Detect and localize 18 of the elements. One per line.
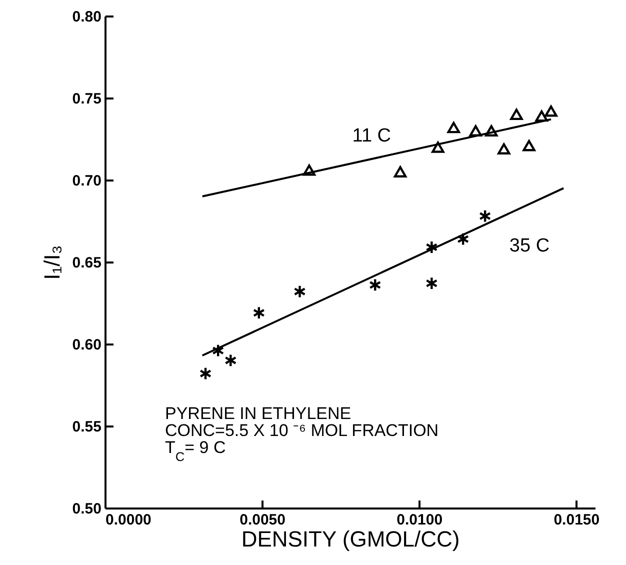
y-tick-label: 0.55 xyxy=(72,418,102,436)
y-tick-label: 0.65 xyxy=(72,254,102,272)
annotation: PYRENE IN ETHYLENE xyxy=(165,404,352,423)
annotation: CONC=5.5 X 10 ⁻⁶ MOL FRACTION xyxy=(165,421,439,440)
x-tick-label: 0.0150 xyxy=(554,512,600,528)
y-axis-title: I₁/I₃ xyxy=(39,245,64,280)
x-axis-title: DENSITY (GMOL/CC) xyxy=(241,526,460,552)
y-tick-label: 0.70 xyxy=(72,172,102,190)
x-tick-label: 0.0000 xyxy=(106,512,152,528)
annotation: T$_{C}$= 9 C xyxy=(165,438,226,464)
series-label: 11 C xyxy=(352,125,392,146)
x-tick-label: 0.0100 xyxy=(396,512,443,528)
series-label: 35 C xyxy=(509,235,550,256)
y-tick-label: 0.60 xyxy=(72,336,102,354)
y-tick-label: 0.50 xyxy=(72,500,102,518)
x-tick-label: 0.0050 xyxy=(240,512,286,528)
y-tick-label: 0.75 xyxy=(72,90,102,108)
y-tick-label: 0.80 xyxy=(72,8,102,26)
